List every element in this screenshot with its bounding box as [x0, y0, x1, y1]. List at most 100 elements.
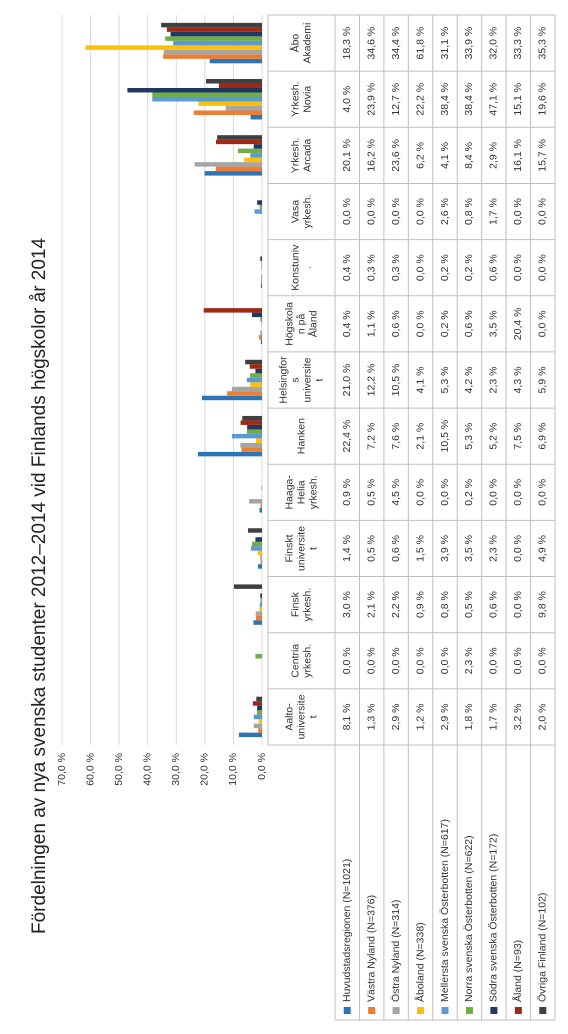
value-label: 2,9 %	[488, 142, 500, 169]
value-label: 0,9 %	[414, 591, 426, 618]
value-label: 0,0 %	[512, 254, 524, 281]
value-label: 1,2 %	[414, 703, 426, 730]
y-tick-label: 20,0 %	[199, 753, 211, 786]
value-label: 2,3 %	[488, 367, 500, 394]
legend-swatch	[539, 1007, 547, 1014]
value-label: 3,0 %	[341, 591, 353, 618]
legend-swatch	[441, 1007, 449, 1014]
value-label: 0,0 %	[414, 310, 426, 337]
bar	[204, 171, 262, 176]
bar	[252, 701, 263, 706]
value-label: 0,4 %	[341, 310, 353, 337]
value-label: 10,5 %	[390, 364, 402, 397]
bar	[261, 485, 262, 491]
value-label: 0,0 %	[537, 310, 549, 337]
category-label: Yrkesh.	[289, 138, 301, 174]
bar	[252, 312, 262, 318]
value-label: 5,9 %	[537, 367, 549, 394]
value-label: 2,9 %	[390, 703, 402, 730]
value-label: 1,8 %	[463, 703, 475, 730]
bar	[257, 550, 263, 556]
value-label: 33,9 %	[463, 27, 475, 60]
bar	[260, 555, 262, 560]
category-label: n på	[295, 313, 307, 334]
value-label: 3,5 %	[488, 310, 500, 337]
bar	[256, 710, 263, 715]
value-label: 4,2 %	[463, 367, 475, 394]
value-label: 0,0 %	[512, 479, 524, 506]
chart-title: Fördelningen av nya svenska studenter 20…	[29, 237, 50, 934]
value-label: 0,4 %	[341, 254, 353, 281]
bar	[242, 415, 263, 421]
category-label: Novia	[301, 86, 313, 113]
value-label: 12,7 %	[390, 83, 402, 116]
y-tick-label: 0,0 %	[256, 753, 268, 780]
value-label: 0,0 %	[365, 647, 377, 674]
value-label: 4,9 %	[537, 535, 549, 562]
value-label: 15,7 %	[537, 139, 549, 172]
value-label: 2,2 %	[390, 591, 402, 618]
bar	[258, 719, 263, 724]
category-label: Aalto-	[283, 703, 295, 731]
value-label: 1,4 %	[341, 535, 353, 562]
bar	[202, 395, 262, 401]
value-label: 0,0 %	[488, 647, 500, 674]
bar	[240, 420, 262, 425]
value-label: 0,2 %	[463, 479, 475, 506]
bar	[260, 330, 262, 336]
bar	[259, 602, 263, 607]
category-label: t	[313, 378, 325, 381]
bar	[240, 442, 263, 448]
bar	[163, 49, 262, 55]
bar	[245, 359, 262, 365]
legend-label: Åland (N=93)	[511, 940, 524, 1002]
value-label: 61,8 %	[414, 27, 426, 60]
bar	[252, 541, 262, 547]
legend-swatch	[417, 1007, 425, 1014]
value-label: 0,0 %	[512, 647, 524, 674]
value-label: 0,0 %	[414, 198, 426, 225]
category-label: Högskola	[283, 302, 295, 346]
value-label: 0,0 %	[414, 479, 426, 506]
value-label: 1,7 %	[488, 198, 500, 225]
value-label: 16,1 %	[512, 139, 524, 172]
category-label: t	[307, 715, 319, 718]
bar	[256, 438, 262, 443]
value-label: 9,8 %	[537, 591, 549, 618]
legend-label: Mellersta svenska Österbotten (N=617)	[439, 819, 451, 1002]
value-label: 3,9 %	[439, 535, 451, 562]
value-label: 31,1 %	[439, 27, 451, 60]
value-label: 0,0 %	[439, 647, 451, 674]
bar	[241, 447, 263, 452]
value-label: 1,1 %	[365, 310, 377, 337]
category-label: Åbo	[288, 34, 301, 53]
bar	[166, 27, 263, 32]
value-label: 0,0 %	[537, 479, 549, 506]
value-label: 0,0 %	[341, 647, 353, 674]
category-label: Helia	[295, 480, 307, 504]
bar	[250, 373, 262, 378]
bar	[260, 559, 263, 565]
bar	[259, 508, 262, 513]
bar	[256, 615, 262, 621]
value-label: 38,4 %	[439, 83, 451, 116]
value-label: 7,6 %	[390, 423, 402, 450]
category-label: Konstuniv	[289, 244, 301, 291]
bar	[250, 153, 263, 158]
y-tick-label: 60,0 %	[84, 753, 96, 786]
value-label: 0,5 %	[463, 591, 475, 618]
value-label: 0,2 %	[463, 254, 475, 281]
y-tick-label: 40,0 %	[141, 753, 153, 786]
legend-swatch	[514, 1007, 522, 1014]
bar	[255, 537, 263, 542]
y-tick-label: 10,0 %	[227, 753, 239, 786]
value-label: 2,3 %	[488, 535, 500, 562]
bar	[255, 368, 263, 374]
value-label: 0,6 %	[488, 591, 500, 618]
bar	[238, 732, 263, 738]
category-label: Vasa	[289, 200, 301, 223]
bar	[198, 451, 262, 457]
value-label: 22,2 %	[414, 83, 426, 116]
value-label: 0,0 %	[414, 254, 426, 281]
category-label: yrkesh.	[301, 644, 313, 678]
